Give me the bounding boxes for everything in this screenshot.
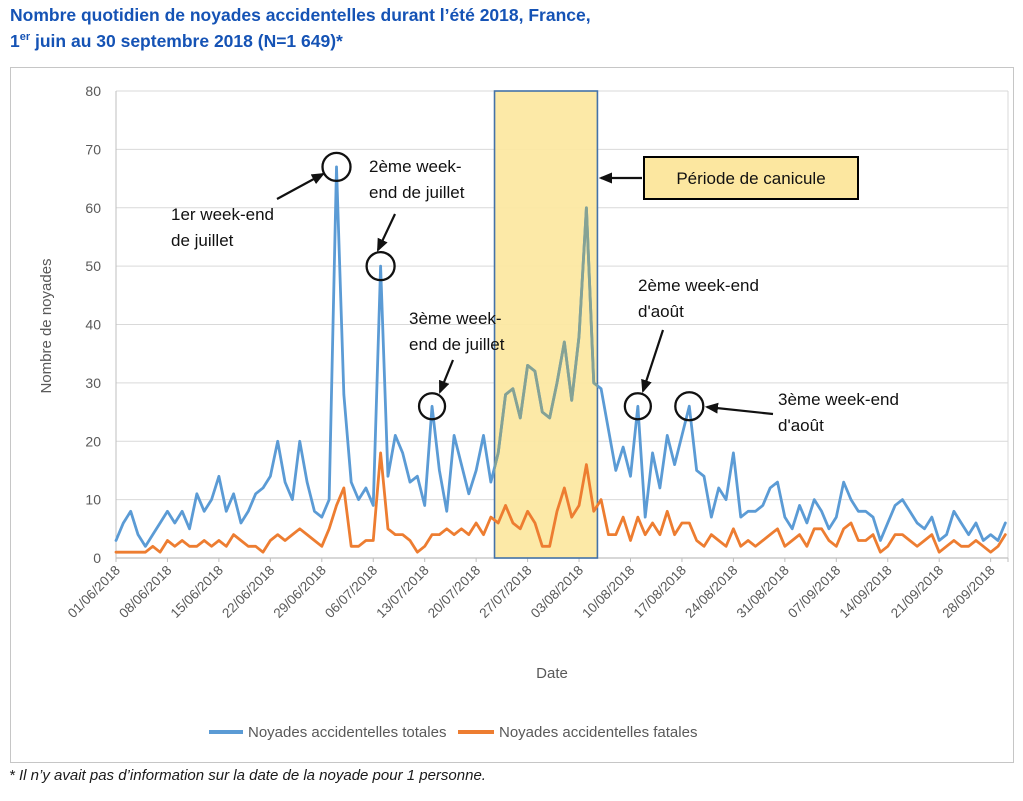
annotation-label: d'août xyxy=(778,416,824,435)
x-tick-label: 08/06/2018 xyxy=(116,563,174,621)
annotation-circle xyxy=(674,391,705,422)
x-tick-label: 07/09/2018 xyxy=(785,563,843,621)
annotation-weekend3-juillet: 3ème week-end de juillet xyxy=(409,309,505,421)
annotation-circle xyxy=(417,392,447,421)
x-tick-label: 29/06/2018 xyxy=(271,563,329,621)
x-tick-label: 24/08/2018 xyxy=(682,563,740,621)
heatwave-label-box xyxy=(643,156,859,200)
x-tick-label: 10/08/2018 xyxy=(579,563,637,621)
y-tick-label: 10 xyxy=(85,492,101,508)
x-tick-label: 31/08/2018 xyxy=(734,563,792,621)
x-tick-label: 06/07/2018 xyxy=(322,563,380,621)
annotation-label: end de juillet xyxy=(409,335,505,354)
y-tick-label: 80 xyxy=(85,83,101,99)
legend-label-fatales: Noyades accidentelles fatales xyxy=(499,724,697,741)
x-tick-label: 22/06/2018 xyxy=(219,563,277,621)
page-title: Nombre quotidien de noyades accidentelle… xyxy=(10,4,591,52)
x-tick-label: 21/09/2018 xyxy=(888,563,946,621)
annotation-weekend1-juillet: 1er week-end de juillet xyxy=(171,151,352,250)
series-fatales-line xyxy=(114,451,1007,554)
legend-label-totales: Noyades accidentelles totales xyxy=(248,724,446,741)
chart-panel: 0 10 20 30 40 50 60 70 80 01/06/2018 08/06/2018 15/… xyxy=(10,67,1014,763)
annotation-label: 2ème week- xyxy=(369,157,462,176)
y-tick-label: 20 xyxy=(85,433,101,449)
annotation-weekend3-aout: 3ème week-end d'août xyxy=(674,390,899,435)
annotation-circle xyxy=(623,392,652,421)
y-tick-label: 60 xyxy=(85,200,101,216)
y-tick-label: 70 xyxy=(85,141,101,157)
x-axis-title: Date xyxy=(536,665,568,682)
x-tick-label: 27/07/2018 xyxy=(476,563,534,621)
x-tick-label: 13/07/2018 xyxy=(373,563,431,621)
y-axis-labels: 0 10 20 30 40 50 60 70 80 xyxy=(85,83,101,566)
y-tick-label: 40 xyxy=(85,317,101,333)
annotation-label: end de juillet xyxy=(369,183,465,202)
annotation-label: d'août xyxy=(638,302,684,321)
x-tick-label: 14/09/2018 xyxy=(836,563,894,621)
x-tick-label: 20/07/2018 xyxy=(425,563,483,621)
y-axis-title: Nombre de noyades xyxy=(38,258,55,393)
y-tick-label: 30 xyxy=(85,375,101,391)
x-tick-label: 15/06/2018 xyxy=(168,563,226,621)
x-tick-label: 28/09/2018 xyxy=(939,563,997,621)
x-tick-label: 17/08/2018 xyxy=(631,563,689,621)
annotation-weekend2-juillet: 2ème week-end de juillet xyxy=(365,157,465,282)
y-tick-label: 50 xyxy=(85,258,101,274)
legend: Noyades accidentelles totales Noyades acc… xyxy=(209,724,697,741)
annotation-label: 1er week-end xyxy=(171,205,274,224)
footnote: * Il n’y avait pas d’information sur la … xyxy=(9,767,486,784)
annotation-label: 3ème week- xyxy=(409,309,502,328)
x-axis-labels: 01/06/201808/06/201815/06/201822/06/2018… xyxy=(65,563,998,621)
x-tick-label: 01/06/2018 xyxy=(65,563,123,621)
line-chart: 0 10 20 30 40 50 60 70 80 01/06/201808/06/201815/… xyxy=(38,83,1009,741)
heatwave-label: Période de canicule xyxy=(598,156,859,200)
annotation-label: 2ème week-end xyxy=(638,276,759,295)
annotation-arrow xyxy=(438,359,455,395)
title-line1: Nombre quotidien de noyades accidentelle… xyxy=(10,5,591,25)
annotation-circle xyxy=(321,151,352,183)
annotation-arrow xyxy=(276,172,325,200)
annotation-label: 3ème week-end xyxy=(778,390,899,409)
annotation-arrow xyxy=(377,213,396,252)
heatwave-label-text: Période de canicule xyxy=(676,169,825,188)
annotation-circle xyxy=(365,250,396,282)
annotation-arrow xyxy=(641,329,665,394)
annotation-label: de juillet xyxy=(171,231,234,250)
series-totales-line-in-heatwave xyxy=(494,206,598,474)
annotation-weekend2-aout: 2ème week-end d'août xyxy=(623,276,759,421)
x-tick-label: 03/08/2018 xyxy=(528,563,586,621)
title-line2: 1er juin au 30 septembre 2018 (N=1 649)* xyxy=(10,30,343,51)
annotation-arrow xyxy=(704,402,774,416)
y-tick-label: 0 xyxy=(93,550,101,566)
